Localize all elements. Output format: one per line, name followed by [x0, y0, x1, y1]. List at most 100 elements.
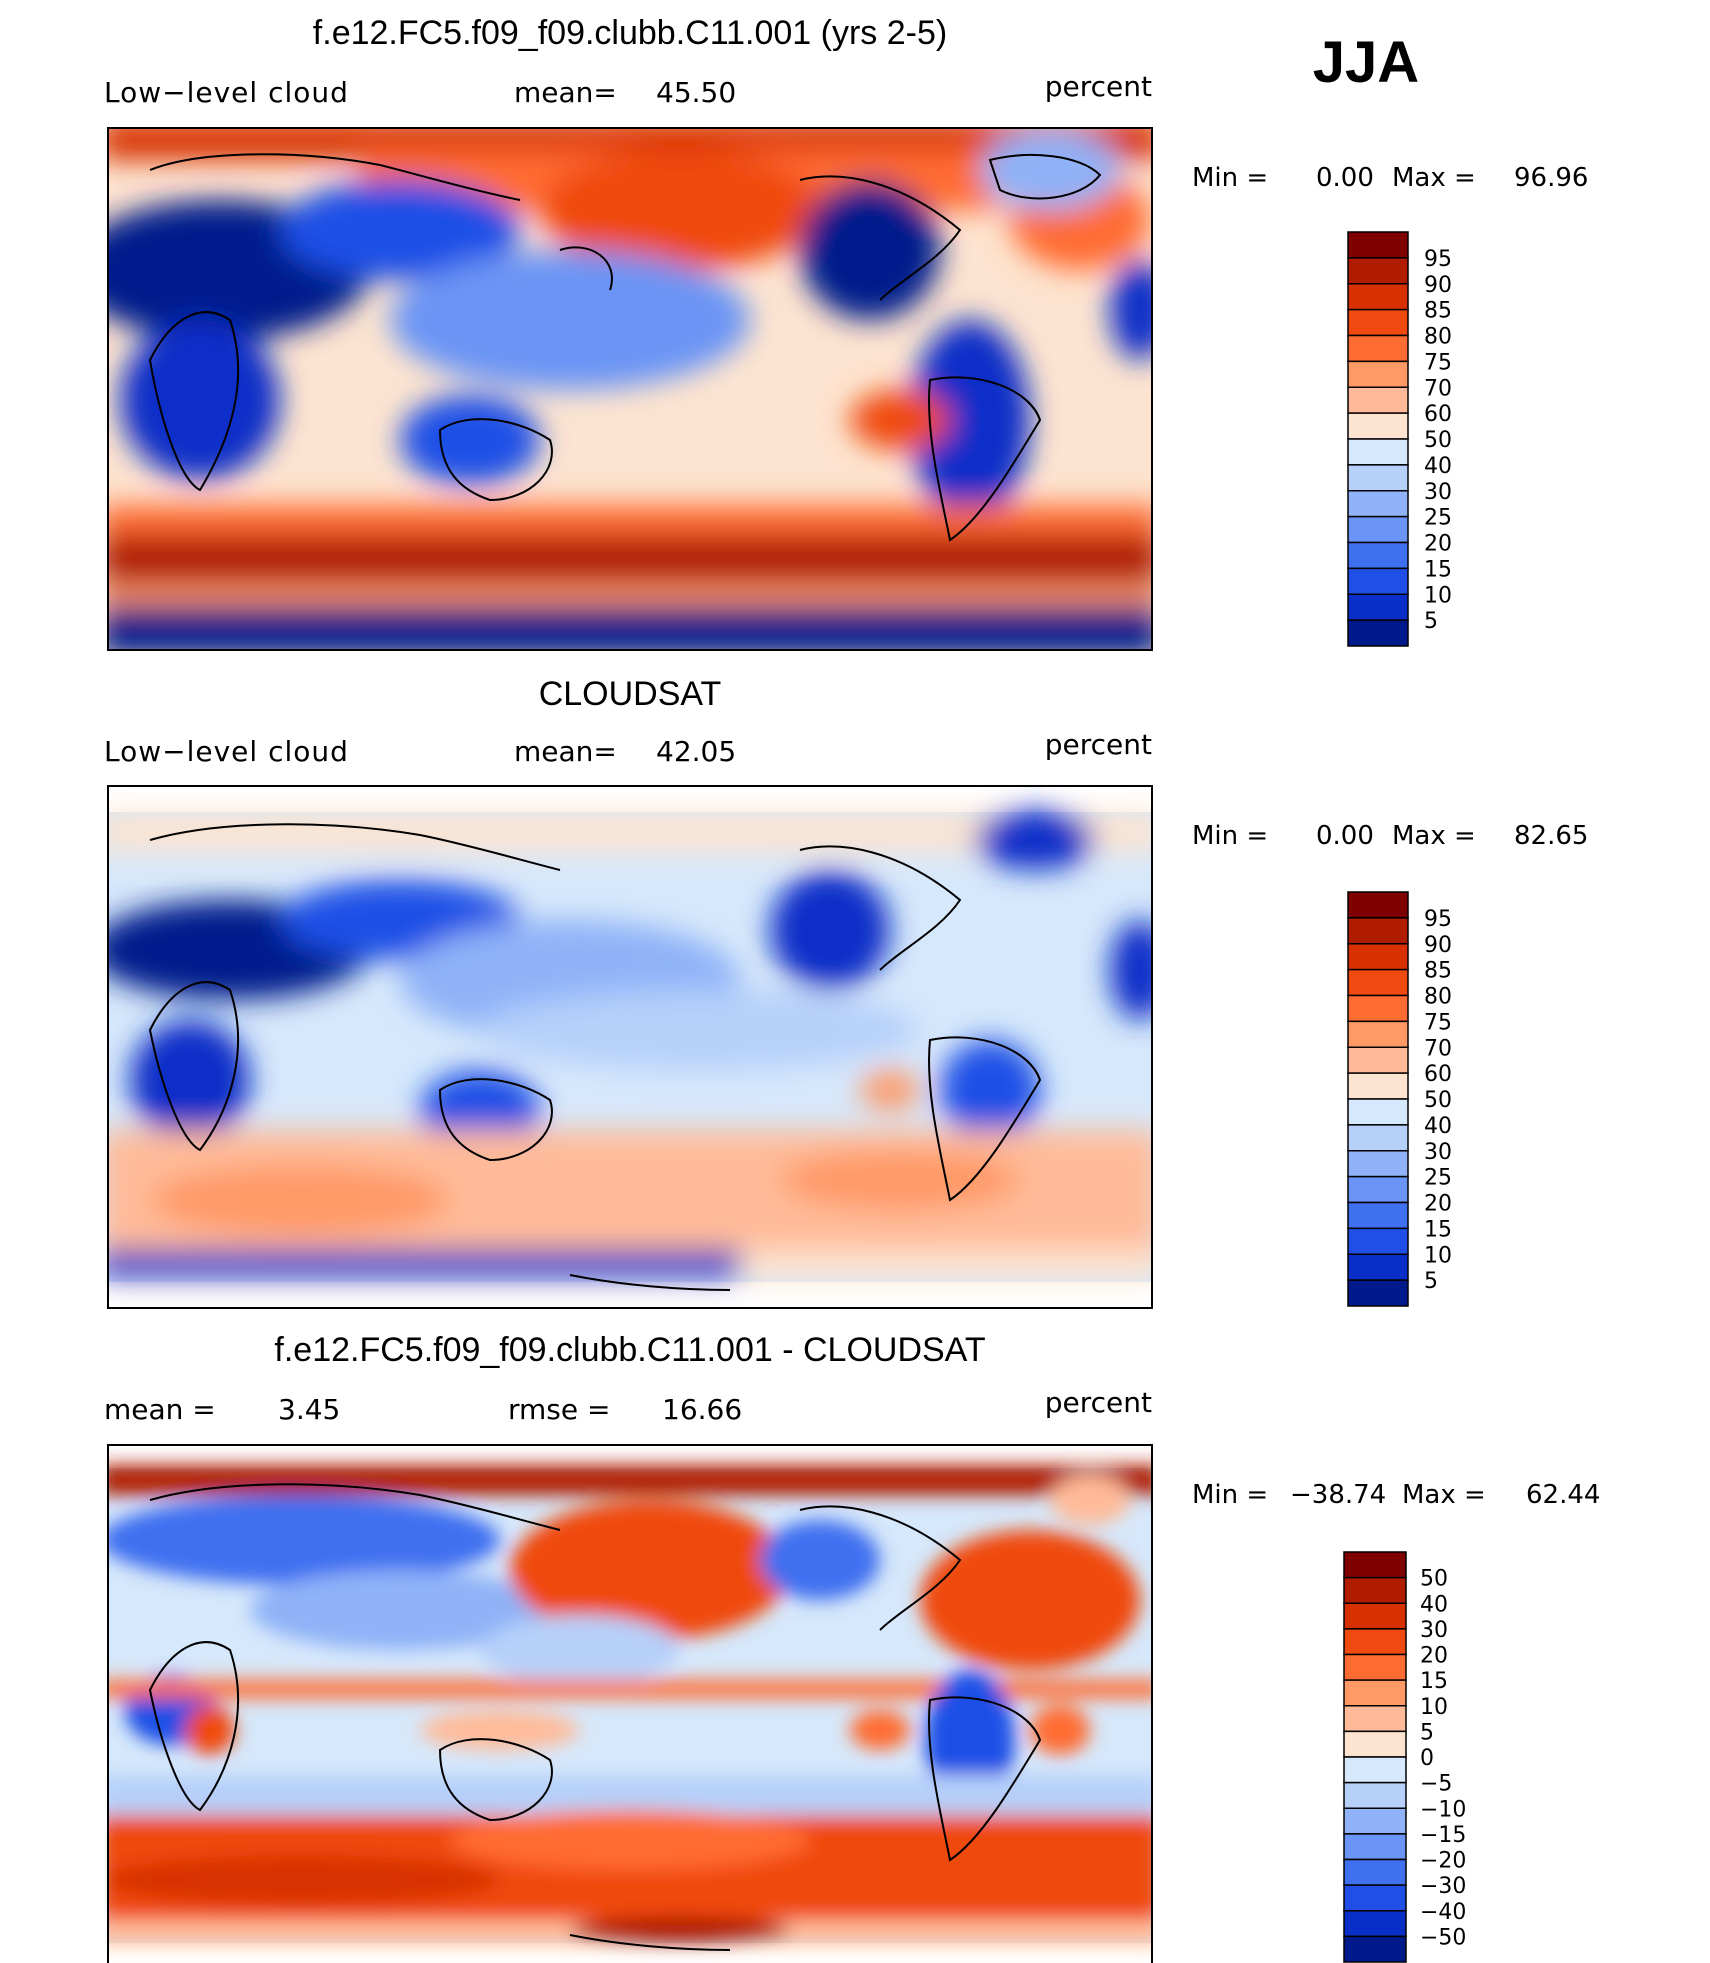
- colorbar-tick-label: 25: [1424, 1166, 1452, 1191]
- colorbar-swatch: [1347, 1279, 1409, 1307]
- colorbar-swatch: [1347, 1072, 1409, 1100]
- colorbar-swatch: [1347, 438, 1409, 466]
- colorbar-tick-label: 20: [1420, 1644, 1448, 1669]
- colorbar-tick-label: 10: [1424, 583, 1452, 608]
- colorbar-swatch: [1347, 334, 1409, 363]
- colorbar-swatch: [1347, 283, 1409, 311]
- variable-label: Low−level cloud: [104, 735, 349, 768]
- colorbar-tick-label: 50: [1424, 428, 1452, 453]
- panel-title: f.e12.FC5.f09_f09.clubb.C11.001 - CLOUDS…: [274, 1331, 985, 1369]
- colorbar-swatch: [1343, 1884, 1407, 1912]
- colorbar-swatch: [1343, 1807, 1407, 1835]
- colorbar-tick-label: 15: [1420, 1669, 1448, 1694]
- colorbar-swatch: [1347, 891, 1409, 919]
- min-label: Min =: [1192, 1480, 1268, 1510]
- colorbar-tick-label: 50: [1420, 1567, 1448, 1592]
- colorbar-tick-label: 75: [1424, 1010, 1452, 1035]
- colorbar-tick-label: −10: [1420, 1797, 1466, 1822]
- colorbar-swatch: [1347, 360, 1409, 388]
- mean-label: mean =: [104, 1393, 216, 1426]
- colorbar-tick-label: 40: [1420, 1592, 1448, 1617]
- colorbar-swatch: [1343, 1653, 1407, 1681]
- colorbar-swatch: [1347, 943, 1409, 971]
- colorbar-swatch: [1347, 968, 1409, 997]
- colorbar-tick-label: 30: [1424, 1140, 1452, 1165]
- mean-value: 3.45: [278, 1393, 340, 1426]
- mean-value: 45.50: [656, 76, 736, 109]
- colorbar-swatch: [1343, 1679, 1407, 1707]
- colorbar-swatch: [1347, 619, 1409, 647]
- map-frame: [107, 127, 1153, 651]
- colorbar-swatch: [1347, 515, 1409, 544]
- colorbar-swatch: [1347, 490, 1409, 518]
- colorbar-swatch: [1343, 1628, 1407, 1656]
- min-label: Min =: [1192, 821, 1268, 851]
- colorbar-swatch: [1343, 1781, 1407, 1809]
- colorbar-swatch: [1343, 1551, 1407, 1579]
- colorbar-tick-label: 70: [1424, 1036, 1452, 1061]
- map-field: [108, 1445, 1152, 1963]
- colorbar-tick-label: 95: [1424, 247, 1452, 272]
- colorbar-swatch: [1347, 257, 1409, 285]
- colorbar-tick-label: 40: [1424, 1114, 1452, 1139]
- colorbar-tick-label: 70: [1424, 376, 1452, 401]
- colorbar-tick-label: −15: [1420, 1823, 1466, 1848]
- colorbar-tick-label: 15: [1424, 557, 1452, 582]
- colorbar-tick-label: −50: [1420, 1925, 1466, 1950]
- map-frame: [107, 1444, 1153, 1963]
- panel-cloudsat: CLOUDSAT Low−level cloud mean= 42.05 per…: [104, 675, 1588, 1309]
- max-label: Max =: [1402, 1480, 1486, 1510]
- max-value: 62.44: [1526, 1480, 1600, 1510]
- colorbar-tick-label: 10: [1424, 1243, 1452, 1268]
- colorbar-tick-label: 30: [1420, 1618, 1448, 1643]
- colorbar-swatch: [1347, 308, 1409, 337]
- colorbar-tick-label: 30: [1424, 480, 1452, 505]
- colorbar-swatch: [1347, 1046, 1409, 1074]
- colorbar-swatch: [1343, 1833, 1407, 1861]
- colorbar-swatch: [1343, 1935, 1407, 1963]
- colorbar-swatch: [1347, 994, 1409, 1023]
- colorbar-tick-label: 90: [1424, 933, 1452, 958]
- colorbar-tick-label: 10: [1420, 1695, 1448, 1720]
- colorbar-swatch: [1347, 1124, 1409, 1152]
- min-value: 0.00: [1316, 821, 1374, 851]
- colorbar-tick-label: 80: [1424, 325, 1452, 350]
- colorbar-swatch: [1343, 1756, 1407, 1784]
- max-value: 96.96: [1514, 163, 1588, 193]
- colorbar-tick-label: 90: [1424, 273, 1452, 298]
- units-label: percent: [1045, 70, 1152, 103]
- units-label: percent: [1045, 1386, 1152, 1419]
- max-label: Max =: [1392, 821, 1476, 851]
- colorbar-swatch: [1343, 1730, 1407, 1758]
- colorbar-swatch: [1347, 593, 1409, 621]
- colorbar-tick-label: −5: [1420, 1772, 1452, 1797]
- colorbar-swatch: [1347, 1253, 1409, 1281]
- colorbar-tick-label: −30: [1420, 1874, 1466, 1899]
- colorbar-tick-label: 25: [1424, 506, 1452, 531]
- colorbar-swatch: [1347, 1227, 1409, 1255]
- mean-label: mean=: [514, 735, 617, 768]
- min-label: Min =: [1192, 163, 1268, 193]
- map-field: [108, 128, 1152, 650]
- colorbar-tick-label: −40: [1420, 1900, 1466, 1925]
- colorbar-tick-label: 20: [1424, 1192, 1452, 1217]
- colorbar-swatch: [1347, 1175, 1409, 1204]
- colorbar-swatch: [1343, 1705, 1407, 1733]
- colorbar-tick-label: 75: [1424, 350, 1452, 375]
- colorbar-swatch: [1347, 386, 1409, 414]
- colorbar-tick-label: 15: [1424, 1217, 1452, 1242]
- colorbar-swatch: [1347, 541, 1409, 570]
- colorbar-swatch: [1347, 567, 1409, 595]
- colorbar-swatch: [1347, 1020, 1409, 1048]
- panel-title: f.e12.FC5.f09_f09.clubb.C11.001 (yrs 2-5…: [313, 14, 947, 52]
- colorbar-tick-label: 5: [1420, 1720, 1434, 1745]
- rmse-label: rmse =: [508, 1393, 610, 1426]
- units-label: percent: [1045, 728, 1152, 761]
- max-label: Max =: [1392, 163, 1476, 193]
- panel-model: f.e12.FC5.f09_f09.clubb.C11.001 (yrs 2-5…: [104, 14, 1588, 651]
- colorbar-tick-label: 50: [1424, 1088, 1452, 1113]
- panel-title: CLOUDSAT: [539, 675, 722, 713]
